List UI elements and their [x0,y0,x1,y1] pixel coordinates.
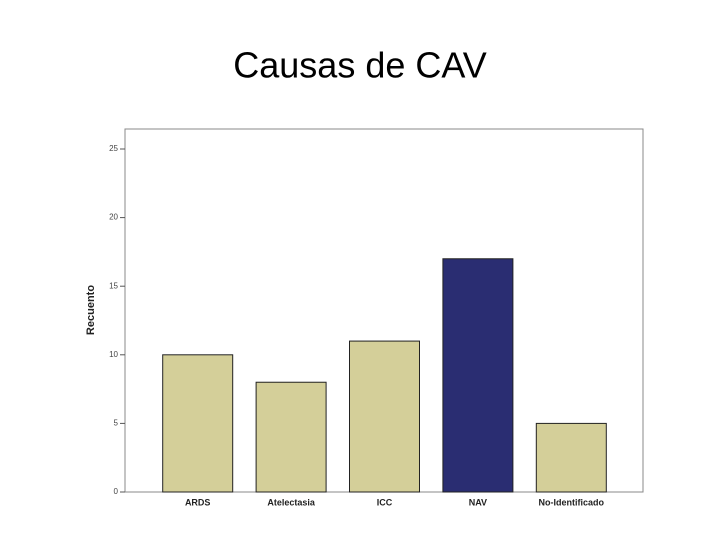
x-tick-label: ARDS [185,497,211,507]
x-tick-label: ICC [377,497,393,507]
y-axis-label: Recuento [85,285,97,335]
x-tick-label: NAV [469,497,487,507]
chart-title: Causas de CAV [233,45,486,86]
x-tick-label: Atelectasia [267,497,316,507]
y-tick-label: 15 [109,281,118,290]
y-tick-label: 25 [109,144,118,153]
bar [162,354,234,493]
y-tick-label: 20 [109,213,118,222]
y-tick-label: 5 [114,419,119,428]
bar [535,422,607,493]
y-tick-label: 0 [114,487,119,496]
bar [442,258,514,493]
bar [255,381,327,493]
bar [349,340,420,493]
y-tick-label: 10 [109,350,118,359]
x-tick-label: No-Identificado [539,497,605,507]
